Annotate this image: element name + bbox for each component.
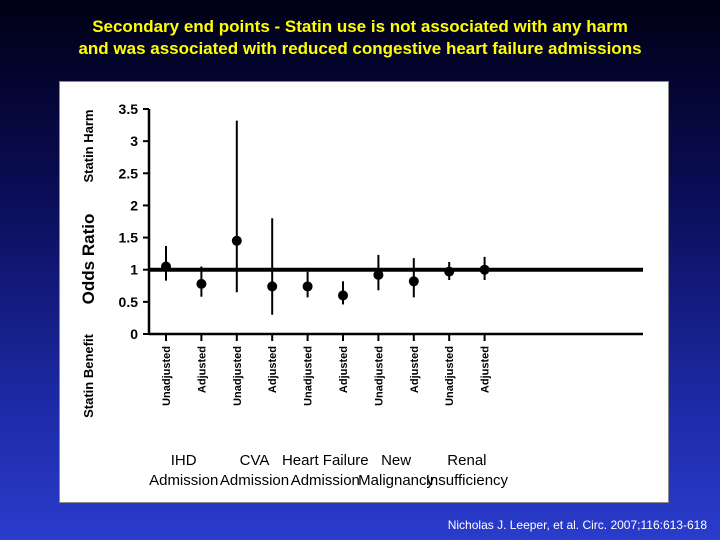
x-point-label: Unadjusted: [232, 346, 244, 406]
y-tick-label: 3: [130, 133, 138, 149]
odds-ratio-chart: 0 0.5 1 1.5 2 2.5 3 3.5 Unadjusted Adjusted Unadju…: [79, 101, 643, 489]
group-label-line-1: CVA: [240, 452, 270, 469]
odds-ratio-point: [373, 269, 384, 280]
x-point-label: Unadjusted: [444, 346, 456, 406]
group-label-line-1: Renal: [447, 452, 486, 469]
group-label-line-2: Admission: [220, 472, 289, 489]
group-label-line-1: Heart Failure: [282, 452, 369, 469]
y-label-statin-harm: Statin Harm: [81, 110, 96, 183]
x-point-label: Unadjusted: [303, 346, 315, 406]
group-label-line-1: New: [381, 452, 411, 469]
x-point-label: Adjusted: [409, 346, 421, 393]
y-tick-label: 3.5: [119, 101, 139, 117]
odds-ratio-point: [338, 290, 348, 301]
y-tick-label: 1.5: [119, 230, 139, 246]
y-label-statin-benefit: Statin Benefit: [81, 333, 96, 417]
x-point-label: Unadjusted: [373, 346, 385, 406]
slide-title-line-2: and was associated with reduced congesti…: [78, 39, 642, 58]
y-tick-label: 2.5: [119, 165, 139, 181]
y-axis-title: Odds Ratio: [79, 214, 98, 305]
odds-ratio-point: [302, 281, 313, 292]
x-point-label: Adjusted: [480, 346, 492, 393]
odds-ratio-point: [267, 281, 278, 292]
group-label-line-2: Admission: [291, 472, 360, 489]
group-label-line-2: Admission: [149, 472, 218, 489]
slide-title: Secondary end points - Statin use is not…: [0, 16, 720, 60]
odds-ratio-point: [408, 276, 419, 287]
odds-ratio-point: [196, 278, 207, 289]
x-point-label: Adjusted: [196, 346, 208, 393]
odds-ratio-point: [479, 264, 490, 275]
odds-ratio-point: [161, 261, 171, 272]
group-label-line-1: IHD: [171, 452, 197, 469]
y-tick-label: 2: [130, 197, 138, 213]
group-label-line-2: Malignancy: [358, 472, 434, 489]
group-label-line-2: Insufficiency: [426, 472, 509, 489]
y-tick-label: 0.5: [119, 294, 139, 310]
x-point-label: Adjusted: [338, 346, 350, 393]
odds-ratio-point: [231, 235, 242, 246]
y-tick-label: 1: [130, 262, 138, 278]
slide-title-line-1: Secondary end points - Statin use is not…: [92, 17, 628, 36]
odds-ratio-point: [444, 266, 455, 277]
x-point-label: Adjusted: [267, 346, 279, 393]
x-point-label: Unadjusted: [161, 346, 173, 406]
citation: Nicholas J. Leeper, et al. Circ. 2007;11…: [447, 518, 707, 532]
chart-panel: 0 0.5 1 1.5 2 2.5 3 3.5 Unadjusted Adjusted Unadju…: [59, 81, 669, 503]
y-tick-label: 0: [130, 326, 138, 342]
